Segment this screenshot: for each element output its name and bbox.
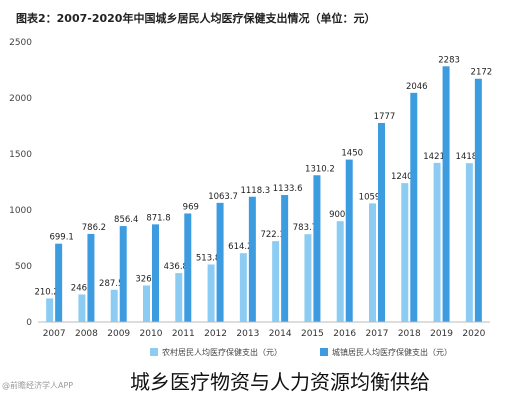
y-tick-label: 1000 [9,206,32,216]
urban-value-label-2014: 1133.6 [273,184,303,194]
rural-bar-2007 [46,298,54,322]
caption-overlay: 城乡医疗物资与人力资源均衡供给 [130,366,519,396]
rural-value-label-2011: 436.8 [164,262,188,272]
urban-value-label-2009: 856.4 [114,215,138,225]
urban-bar-2010 [152,224,159,322]
urban-bar-2020 [474,78,482,323]
chart-title: 图表2：2007-2020年中国城乡居民人均医疗保健支出情况（单位：元） [16,11,375,25]
rural-value-label-2015: 783.7 [293,223,317,233]
source-note: @前瞻经济学人APP [2,380,73,390]
rural-value-label-2014: 722.1 [260,230,284,240]
rural-value-label-2012: 513.8 [196,253,220,263]
urban-bar-2017 [378,122,385,322]
rural-bar-2018 [401,183,409,322]
urban-bar-2012 [216,202,224,322]
rural-legend-swatch [150,348,158,356]
rural-bar-2011 [175,273,183,322]
rural-value-label-2017: 1059 [359,192,381,202]
y-tick-label: 0 [26,318,32,328]
rural-value-label-2008: 246 [71,283,87,293]
rural-value-label-2018: 1240 [391,172,413,182]
urban-bar-2011 [184,213,192,322]
rural-value-label-2019: 1421 [423,152,445,162]
urban-bar-2008 [87,233,95,322]
urban-bar-2009 [119,226,127,322]
rural-value-label-2013: 614.2 [228,242,252,252]
urban-bar-2018 [410,92,418,323]
rural-value-label-2020: 1418 [456,152,478,162]
x-tick-label-2011: 2011 [172,329,195,339]
urban-bar-2015 [313,175,321,322]
urban-bar-2013 [248,196,256,322]
legend: 农村居民人均医疗保健支出（元） 城镇居民人均医疗保健支出（元） [150,347,452,357]
rural-value-label-2007: 210.2 [34,287,58,297]
urban-value-label-2019: 2283 [438,55,460,65]
rural-bar-2016 [336,221,344,322]
x-tick-label-2008: 2008 [75,329,98,339]
urban-bar-2014 [281,195,289,322]
y-tick-label: 1500 [9,150,32,160]
rural-bar-2012 [207,264,215,322]
rural-value-label-2009: 287.5 [99,279,123,289]
rural-bar-2010 [143,285,150,322]
x-tick-label-2016: 2016 [333,329,356,339]
rural-bar-2009 [110,289,118,322]
y-axis: 0 500 1000 1500 2000 2500 [9,38,32,328]
urban-bar-2007 [55,243,63,322]
rural-bar-2014 [272,241,280,322]
x-tick-label-2010: 2010 [140,329,163,339]
urban-value-label-2012: 1063.7 [208,192,238,202]
rural-bar-2017 [369,203,376,322]
rural-bar-2013 [239,253,247,322]
urban-legend-swatch [320,348,328,356]
urban-value-label-2016: 1450 [341,149,363,159]
y-tick-label: 2000 [9,94,32,104]
x-tick-label-2018: 2018 [398,329,421,339]
x-tick-label-2014: 2014 [269,329,292,339]
x-tick-label-2013: 2013 [236,329,259,339]
urban-value-label-2018: 2046 [406,82,428,92]
bars: 210.2 699.1 246 786.2 287.5 856.4 326 871.8 436.… [34,55,493,323]
rural-bar-2008 [78,294,86,322]
urban-value-label-2017: 1777 [374,112,396,122]
urban-value-label-2011: 969 [183,202,199,212]
rural-legend-label: 农村居民人均医疗保健支出（元） [162,347,282,357]
urban-value-label-2007: 699.1 [49,233,73,243]
y-tick-label: 2500 [9,38,32,48]
urban-bar-2016 [345,159,353,322]
x-tick-label-2012: 2012 [204,329,227,339]
rural-value-label-2016: 900 [329,210,345,220]
rural-value-label-2010: 326 [135,274,151,284]
urban-value-label-2008: 786.2 [82,223,106,233]
x-tick-label-2019: 2019 [430,329,453,339]
x-axis: 2007 2008 2009 2010 2011 2012 2013 2014 2015 2016… [38,321,490,339]
rural-bar-2020 [465,163,473,322]
urban-value-label-2020: 2172 [471,68,493,78]
y-tick-label: 500 [15,262,32,272]
urban-value-label-2013: 1118.3 [240,186,270,196]
urban-value-label-2015: 1310.2 [305,164,335,174]
x-tick-label-2020: 2020 [462,329,485,339]
x-tick-label-2009: 2009 [107,329,130,339]
rural-bar-2015 [304,234,312,322]
x-tick-label-2015: 2015 [301,329,324,339]
urban-bar-2019 [442,66,450,322]
x-tick-label-2007: 2007 [43,329,66,339]
rural-bar-2019 [433,162,441,322]
urban-value-label-2010: 871.8 [146,213,170,223]
x-tick-label-2017: 2017 [366,329,389,339]
urban-legend-label: 城镇居民人均医疗保健支出（元） [332,347,452,357]
